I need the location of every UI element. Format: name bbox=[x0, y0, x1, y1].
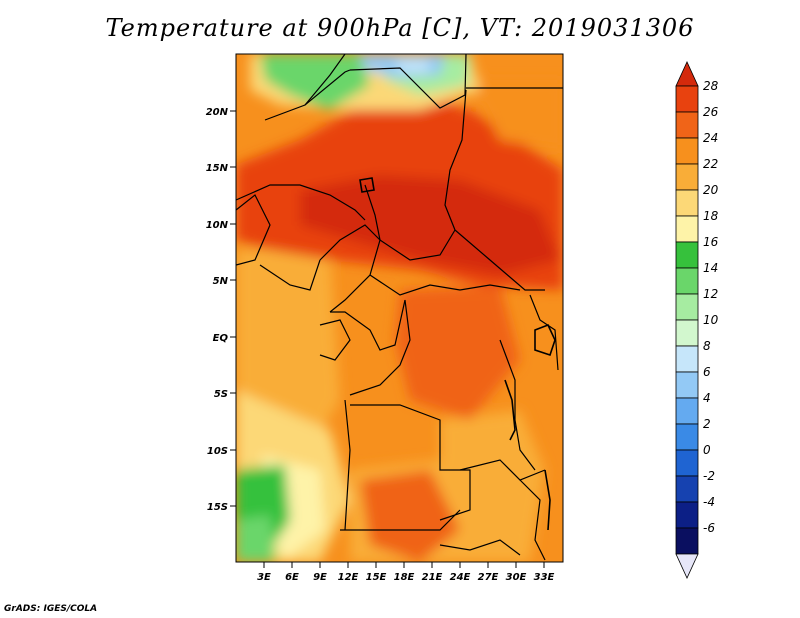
lon-label-12e: 12E bbox=[338, 572, 359, 583]
colorbar-box bbox=[675, 189, 699, 217]
lon-label-21e: 21E bbox=[422, 572, 443, 583]
border-niger-nigeria bbox=[236, 194, 271, 266]
lat-label-eq: EQ bbox=[213, 333, 229, 344]
border-niger-chad bbox=[264, 69, 351, 121]
field-north-green bbox=[260, 54, 370, 110]
colorbar-label: 12 bbox=[703, 287, 718, 301]
lake-malawi bbox=[544, 469, 551, 531]
colorbar-box bbox=[675, 111, 699, 139]
field-south-warm bbox=[360, 470, 460, 562]
colorbar-box bbox=[675, 449, 699, 477]
field-east-lightorange bbox=[440, 410, 545, 562]
temperature-field bbox=[236, 54, 563, 562]
colorbar-label: 28 bbox=[703, 79, 719, 93]
colorbar-label: 8 bbox=[703, 339, 711, 353]
colorbar-label: -6 bbox=[703, 521, 715, 535]
colorbar-label: 24 bbox=[703, 131, 718, 145]
colorbar-box bbox=[675, 267, 699, 295]
lon-label-3e: 3E bbox=[257, 572, 271, 583]
colorbar-label: -4 bbox=[703, 495, 715, 509]
border-angola-west bbox=[344, 399, 351, 531]
lon-label-30e: 30E bbox=[506, 572, 527, 583]
colorbar-box bbox=[675, 475, 699, 503]
colorbar-box bbox=[675, 319, 699, 347]
lat-axis: 20N 15N 10N 5N EQ 5S 10S 15S bbox=[206, 107, 236, 513]
lat-label-10s: 10S bbox=[207, 446, 228, 457]
lake-victoria bbox=[534, 323, 556, 357]
field-north-paleblue bbox=[395, 60, 430, 72]
border-lakes-east bbox=[499, 339, 536, 471]
lake-tanganyika bbox=[504, 379, 516, 441]
colorbar-box bbox=[675, 527, 699, 555]
colorbar-label: 2 bbox=[703, 417, 711, 431]
lat-label-15n: 15N bbox=[206, 163, 229, 174]
field-hot-core bbox=[300, 175, 560, 275]
border-zambia-east bbox=[519, 479, 546, 561]
border-angola-south bbox=[340, 509, 461, 531]
colorbar-label: 0 bbox=[703, 443, 711, 457]
border-car-drc bbox=[369, 274, 521, 296]
field-northeast-orange bbox=[470, 80, 563, 150]
colorbar-box bbox=[675, 501, 699, 529]
border-chad-car bbox=[364, 184, 456, 261]
lon-label-27e: 27E bbox=[478, 572, 499, 583]
lon-label-15e: 15E bbox=[366, 572, 387, 583]
border-cameroon bbox=[319, 224, 381, 313]
colorbar-label: 6 bbox=[703, 365, 711, 379]
colorbar-label: 18 bbox=[703, 209, 719, 223]
lon-label-18e: 18E bbox=[394, 572, 415, 583]
border-gabon bbox=[319, 319, 351, 361]
colorbar-label: 20 bbox=[703, 183, 719, 197]
border-namibia bbox=[439, 539, 521, 556]
lat-label-15s: 15S bbox=[207, 502, 228, 513]
border-libya-egypt bbox=[304, 54, 467, 109]
border-zambia bbox=[459, 459, 546, 481]
border-chad-sudan bbox=[444, 89, 467, 231]
plot-frame bbox=[235, 53, 564, 563]
border-drc-west bbox=[349, 299, 411, 396]
borders bbox=[236, 54, 563, 561]
colorbar-label: 16 bbox=[703, 235, 719, 249]
colorbar-box bbox=[675, 137, 699, 165]
lon-label-6e: 6E bbox=[285, 572, 299, 583]
lat-label-5n: 5N bbox=[213, 276, 229, 287]
lon-label-24e: 24E bbox=[450, 572, 471, 583]
border-south-sudan bbox=[454, 229, 545, 291]
map-title: Temperature at 900hPa [C], VT: 201903130… bbox=[105, 14, 695, 42]
colorbar-box bbox=[675, 345, 699, 373]
colorbar-label: -2 bbox=[703, 469, 715, 483]
border-congo bbox=[330, 299, 406, 351]
colorbar-bottom-arrow bbox=[675, 553, 699, 579]
field-southwest-lightgreen bbox=[236, 515, 276, 562]
lon-label-33e: 33E bbox=[534, 572, 555, 583]
border-drc-angola bbox=[350, 404, 471, 521]
border-nigeria bbox=[236, 184, 366, 221]
colorbar-box bbox=[675, 85, 699, 113]
colorbar-label: 22 bbox=[703, 157, 718, 171]
colorbar-box bbox=[675, 163, 699, 191]
colorbar-box bbox=[675, 397, 699, 425]
colorbar-label: 26 bbox=[703, 105, 719, 119]
grads-credit: GrADS: IGES/COLA bbox=[4, 604, 98, 614]
lake-chad bbox=[359, 177, 375, 193]
lat-label-20n: 20N bbox=[206, 107, 229, 118]
colorbar-top-arrow bbox=[675, 61, 699, 87]
border-cameroon-nigeria bbox=[259, 259, 321, 291]
lon-label-9e: 9E bbox=[313, 572, 327, 583]
colorbar-label: 10 bbox=[703, 313, 719, 327]
lat-label-10n: 10N bbox=[206, 220, 229, 231]
colorbar-box bbox=[675, 241, 699, 269]
colorbar-box bbox=[675, 215, 699, 243]
lon-axis: 3E 6E 9E 12E 15E 18E 21E 24E 27E 30E 33E bbox=[257, 562, 555, 583]
field-central-warm bbox=[395, 285, 520, 420]
colorbar-box bbox=[675, 371, 699, 399]
lat-label-5s: 5S bbox=[214, 389, 228, 400]
colorbar-label: 4 bbox=[703, 391, 711, 405]
colorbar-box bbox=[675, 423, 699, 451]
colorbar-box bbox=[675, 293, 699, 321]
colorbar-label: 14 bbox=[703, 261, 718, 275]
